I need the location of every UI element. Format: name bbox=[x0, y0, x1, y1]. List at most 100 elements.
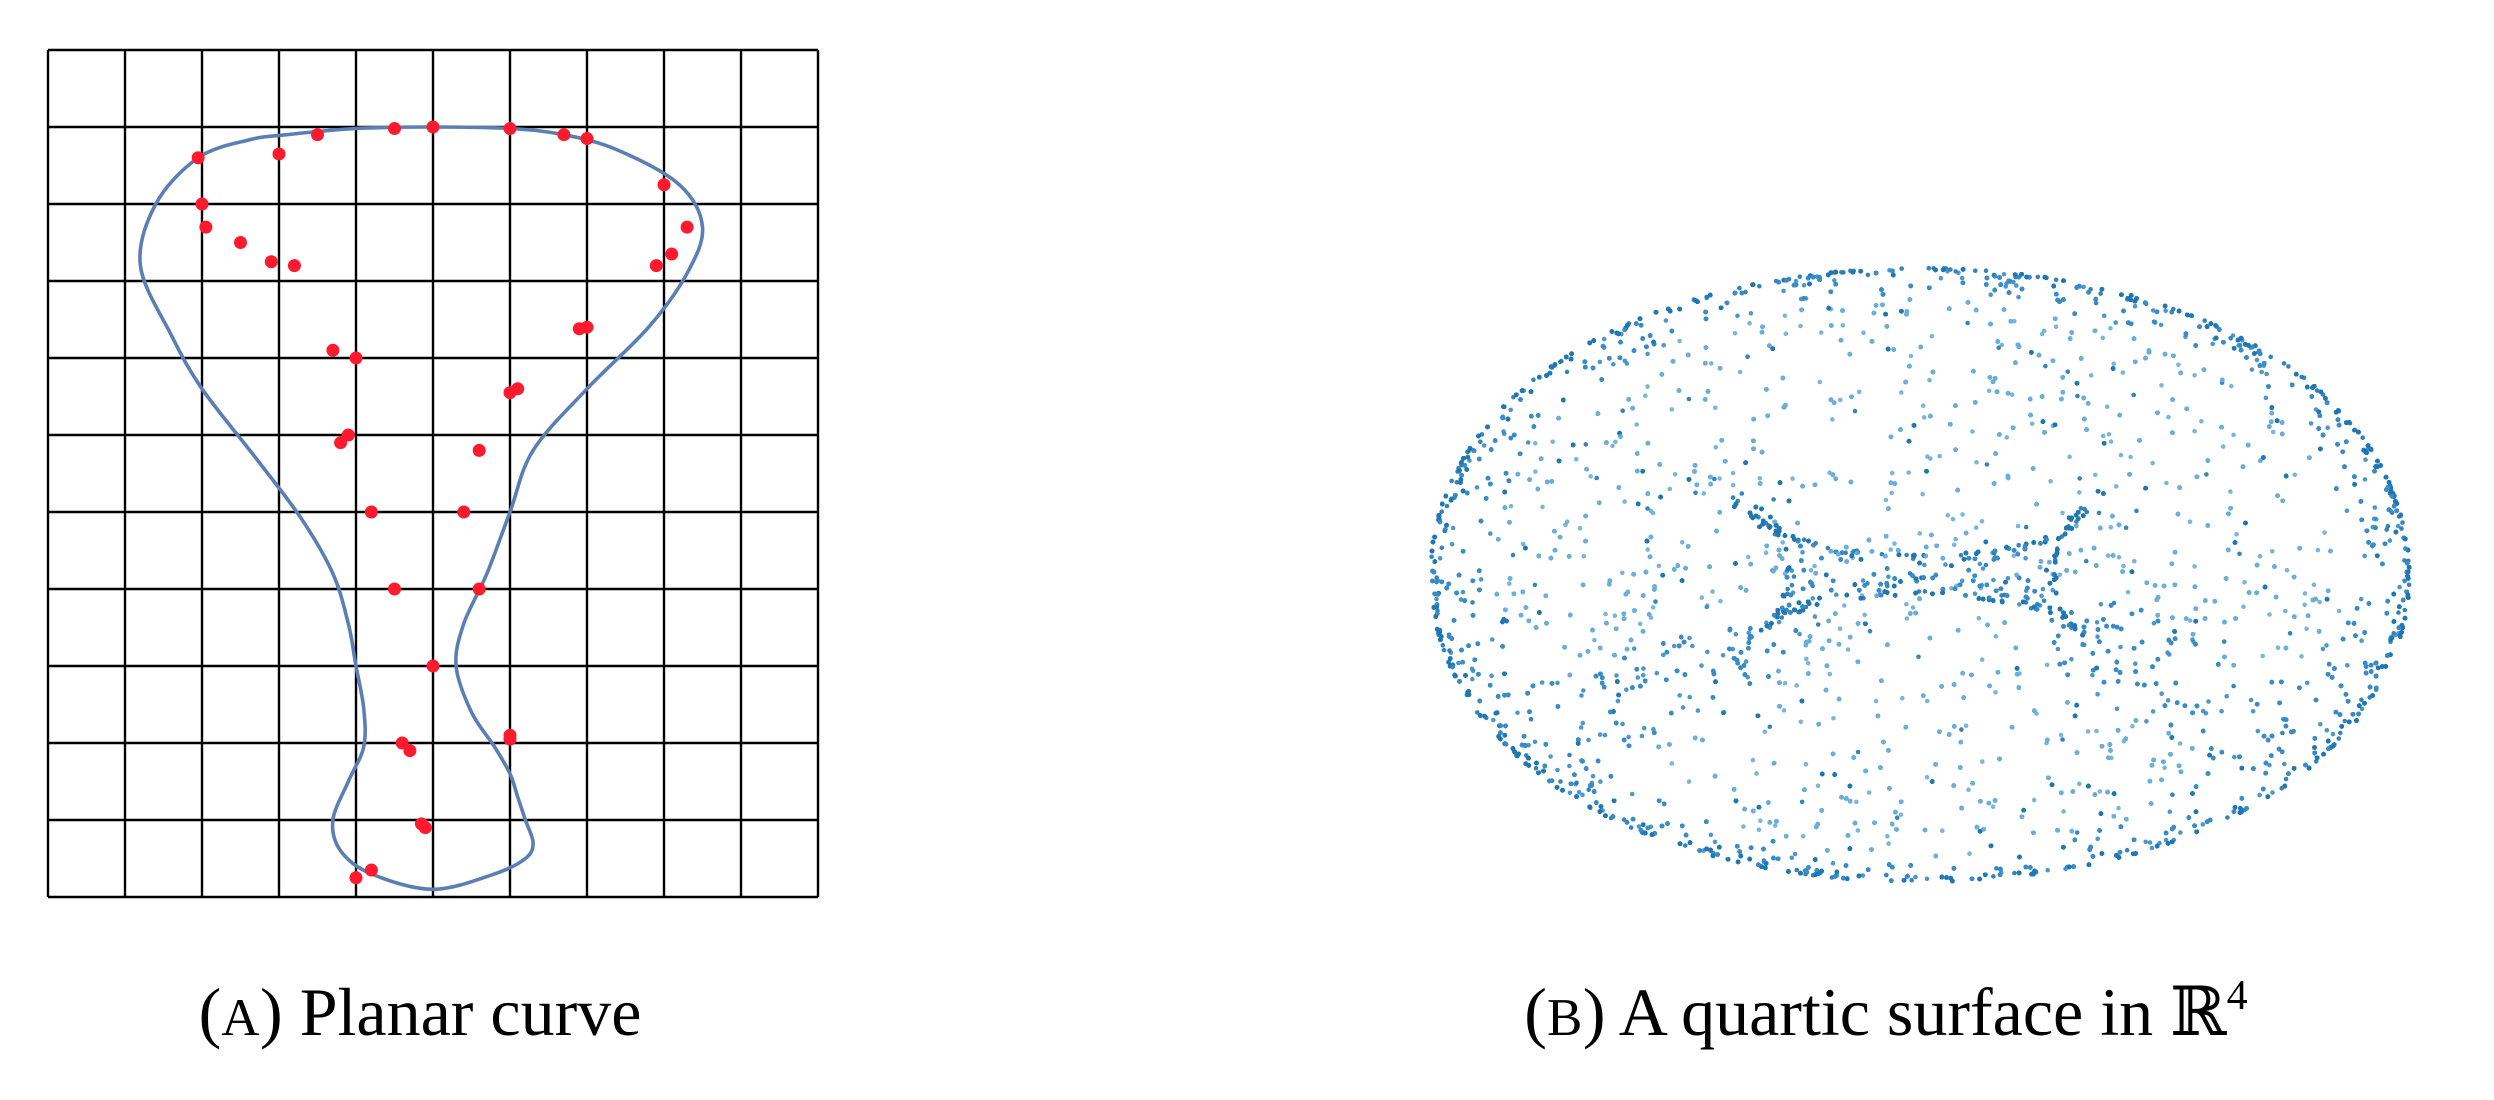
surface-point bbox=[2151, 621, 2157, 626]
surface-point bbox=[1490, 637, 1495, 642]
surface-point bbox=[1705, 649, 1710, 655]
surface-point bbox=[2260, 653, 2265, 659]
surface-point bbox=[1532, 739, 1538, 745]
surface-point bbox=[1643, 393, 1648, 398]
surface-point bbox=[2093, 300, 2099, 306]
surface-point bbox=[1991, 874, 1996, 879]
surface-point bbox=[2230, 333, 2236, 338]
surface-point bbox=[2219, 708, 2224, 714]
surface-point bbox=[1994, 866, 1999, 871]
surface-point bbox=[2077, 490, 2082, 495]
sample-point bbox=[234, 236, 247, 249]
surface-point bbox=[2308, 421, 2314, 426]
sample-point bbox=[580, 132, 594, 146]
surface-point bbox=[2304, 680, 2310, 686]
surface-point bbox=[2077, 781, 2082, 786]
surface-point bbox=[2162, 765, 2167, 770]
surface-point bbox=[1818, 330, 1824, 335]
surface-point bbox=[2234, 532, 2239, 537]
surface-point bbox=[2012, 318, 2017, 324]
surface-point bbox=[2342, 718, 2348, 724]
surface-point bbox=[1557, 359, 1563, 365]
surface-point bbox=[1741, 824, 1746, 829]
surface-point bbox=[1830, 417, 1835, 422]
surface-point bbox=[1458, 597, 1464, 602]
surface-point bbox=[1909, 877, 1914, 883]
surface-point bbox=[1439, 509, 1444, 514]
surface-point bbox=[1650, 605, 1656, 610]
surface-point bbox=[1855, 828, 1861, 833]
surface-point bbox=[1862, 612, 1867, 618]
surface-point bbox=[1699, 595, 1705, 600]
surface-point bbox=[2362, 477, 2368, 482]
surface-point bbox=[2159, 383, 2164, 388]
surface-point bbox=[1763, 550, 1769, 555]
surface-point bbox=[1510, 552, 1516, 558]
surface-point bbox=[2044, 662, 2050, 668]
sample-point bbox=[349, 351, 363, 365]
surface-point bbox=[1948, 267, 1953, 272]
surface-point bbox=[2023, 524, 2029, 530]
surface-point bbox=[1520, 541, 1526, 547]
surface-point bbox=[1873, 698, 1879, 704]
surface-point bbox=[1771, 497, 1776, 502]
surface-point bbox=[2121, 563, 2126, 569]
surface-point bbox=[1972, 591, 1978, 596]
surface-point bbox=[2204, 472, 2209, 477]
surface-point bbox=[1555, 680, 1560, 686]
surface-point bbox=[1986, 388, 1992, 394]
surface-point bbox=[1920, 491, 1925, 497]
surface-point bbox=[2318, 722, 2323, 727]
surface-point bbox=[1845, 647, 1851, 652]
surface-point bbox=[1831, 716, 1836, 721]
surface-point bbox=[2176, 362, 2181, 368]
surface-point bbox=[2206, 699, 2211, 704]
surface-point bbox=[1865, 272, 1871, 278]
surface-point bbox=[1603, 611, 1608, 617]
surface-point bbox=[2035, 602, 2040, 607]
surface-point bbox=[2284, 567, 2290, 573]
surface-point bbox=[2011, 553, 2017, 558]
surface-point bbox=[2313, 759, 2319, 764]
surface-point bbox=[2150, 460, 2155, 466]
surface-point bbox=[1928, 456, 1933, 461]
surface-point bbox=[2098, 602, 2104, 607]
surface-point bbox=[2016, 542, 2021, 548]
surface-point bbox=[2005, 575, 2011, 581]
surface-point bbox=[2029, 421, 2035, 427]
surface-point bbox=[2057, 572, 2063, 578]
surface-point bbox=[1965, 320, 1970, 326]
surface-point bbox=[1938, 275, 1944, 281]
surface-point bbox=[1827, 671, 1833, 677]
surface-point bbox=[2395, 523, 2401, 529]
surface-point bbox=[1884, 872, 1889, 878]
sample-point bbox=[388, 582, 401, 596]
surface-point bbox=[2200, 822, 2206, 827]
surface-point bbox=[1999, 342, 2005, 348]
surface-point bbox=[1540, 504, 1545, 510]
surface-point bbox=[2108, 525, 2114, 530]
surface-point bbox=[1501, 429, 1506, 434]
surface-point bbox=[2213, 323, 2218, 328]
surface-point bbox=[1797, 631, 1802, 637]
sample-point bbox=[195, 197, 209, 211]
surface-point bbox=[1866, 790, 1872, 795]
surface-point bbox=[2060, 737, 2065, 742]
surface-point bbox=[1610, 443, 1615, 449]
surface-point bbox=[1533, 441, 1538, 446]
surface-point bbox=[2259, 369, 2264, 375]
surface-point bbox=[1800, 834, 1806, 839]
surface-point bbox=[2178, 830, 2183, 835]
surface-point bbox=[2396, 514, 2402, 519]
surface-point bbox=[1892, 541, 1897, 546]
surface-point bbox=[1531, 377, 1536, 383]
surface-point bbox=[2384, 527, 2389, 532]
surface-point bbox=[1583, 442, 1589, 447]
surface-point bbox=[1798, 323, 1803, 329]
surface-point bbox=[1667, 486, 1673, 492]
surface-point bbox=[2081, 284, 2086, 290]
surface-point bbox=[1440, 642, 1446, 648]
surface-point bbox=[2134, 508, 2139, 514]
surface-point bbox=[1488, 531, 1493, 536]
surface-point bbox=[2105, 553, 2111, 558]
